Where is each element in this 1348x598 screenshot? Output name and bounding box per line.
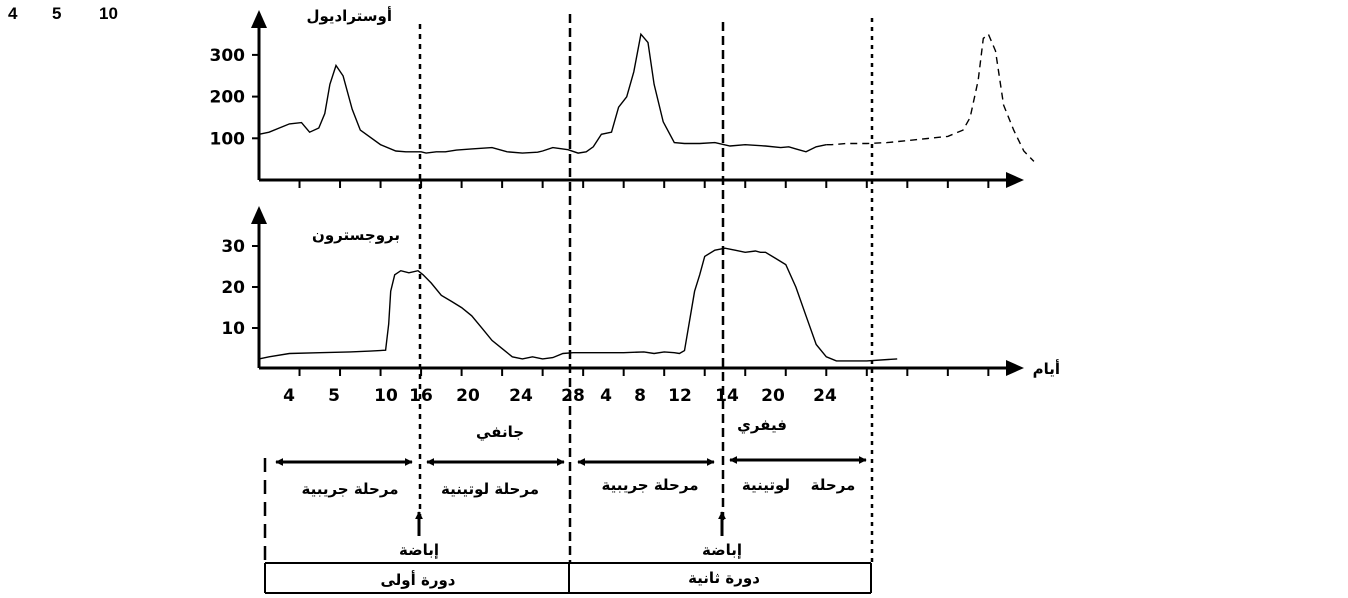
cycle-label-2: دورة ثانية — [688, 569, 760, 587]
progesterone-y-tick-label-0: 10 — [221, 319, 245, 339]
x-tick-label-12: 24 — [813, 386, 837, 406]
phase-label-luteal-2-b: مرحلة — [811, 476, 856, 494]
phase-label-follicular-2: مرحلة جريبية — [602, 476, 699, 494]
x-tick-label-11: 20 — [761, 386, 785, 406]
estradiol-y-tick-label-1: 200 — [210, 88, 246, 108]
phase-label-follicular-1: مرحلة جريبية — [302, 480, 399, 498]
corner-number-10: 10 — [99, 4, 118, 23]
corner-number-5: 5 — [52, 4, 62, 23]
progesterone-chart: بروجسترون أيام 1020304510162024284812142… — [221, 206, 1060, 406]
estradiol-series-line — [258, 32, 827, 154]
estradiol-x-axis-arrow — [1006, 172, 1024, 188]
phase-label-luteal-2-a: لوتينية — [742, 476, 790, 494]
x-tick-label-9: 12 — [668, 386, 692, 406]
month-label-january: جانفي — [476, 423, 524, 441]
progesterone-x-axis-arrow — [1006, 360, 1024, 376]
cycle-label-1: دورة أولى — [380, 570, 455, 589]
x-tick-label-8: 8 — [634, 386, 646, 406]
estradiol-series-projection — [826, 33, 1035, 162]
estradiol-chart: أوستراديول 100 200 300 — [210, 6, 1035, 188]
corner-number-4: 4 — [8, 4, 18, 23]
estradiol-y-axis-arrow — [251, 10, 267, 28]
ovulation-label-1: إباضة — [399, 541, 439, 559]
x-tick-label-5: 24 — [509, 386, 533, 406]
estradiol-title: أوستراديول — [306, 6, 392, 25]
progesterone-y-tick-label-1: 20 — [221, 278, 245, 298]
estradiol-y-tick-label-0: 100 — [210, 129, 246, 149]
phase-label-luteal-1: مرحلة لوتينية — [441, 480, 539, 498]
x-axis-label: أيام — [1033, 359, 1060, 378]
x-tick-label-1: 5 — [328, 386, 340, 406]
month-label-february: فيفري — [737, 416, 787, 435]
x-tick-label-7: 4 — [600, 386, 612, 406]
progesterone-y-axis-arrow — [251, 206, 267, 224]
progesterone-series-line — [258, 247, 898, 362]
phase-arrows — [275, 456, 867, 466]
x-tick-label-6: 28 — [561, 386, 585, 406]
estradiol-y-tick-label-2: 300 — [210, 46, 246, 66]
progesterone-title: بروجسترون — [312, 226, 400, 244]
cycle-boxes — [264, 562, 872, 594]
x-tick-label-4: 20 — [456, 386, 480, 406]
ovulation-label-2: إباضة — [702, 541, 742, 559]
ovulation-arrows — [415, 511, 726, 536]
cycle-separators — [263, 14, 874, 563]
x-tick-label-2: 10 — [374, 386, 398, 406]
progesterone-y-tick-label-2: 30 — [221, 237, 245, 257]
x-tick-label-0: 4 — [283, 386, 295, 406]
x-tick-label-10: 14 — [715, 386, 739, 406]
